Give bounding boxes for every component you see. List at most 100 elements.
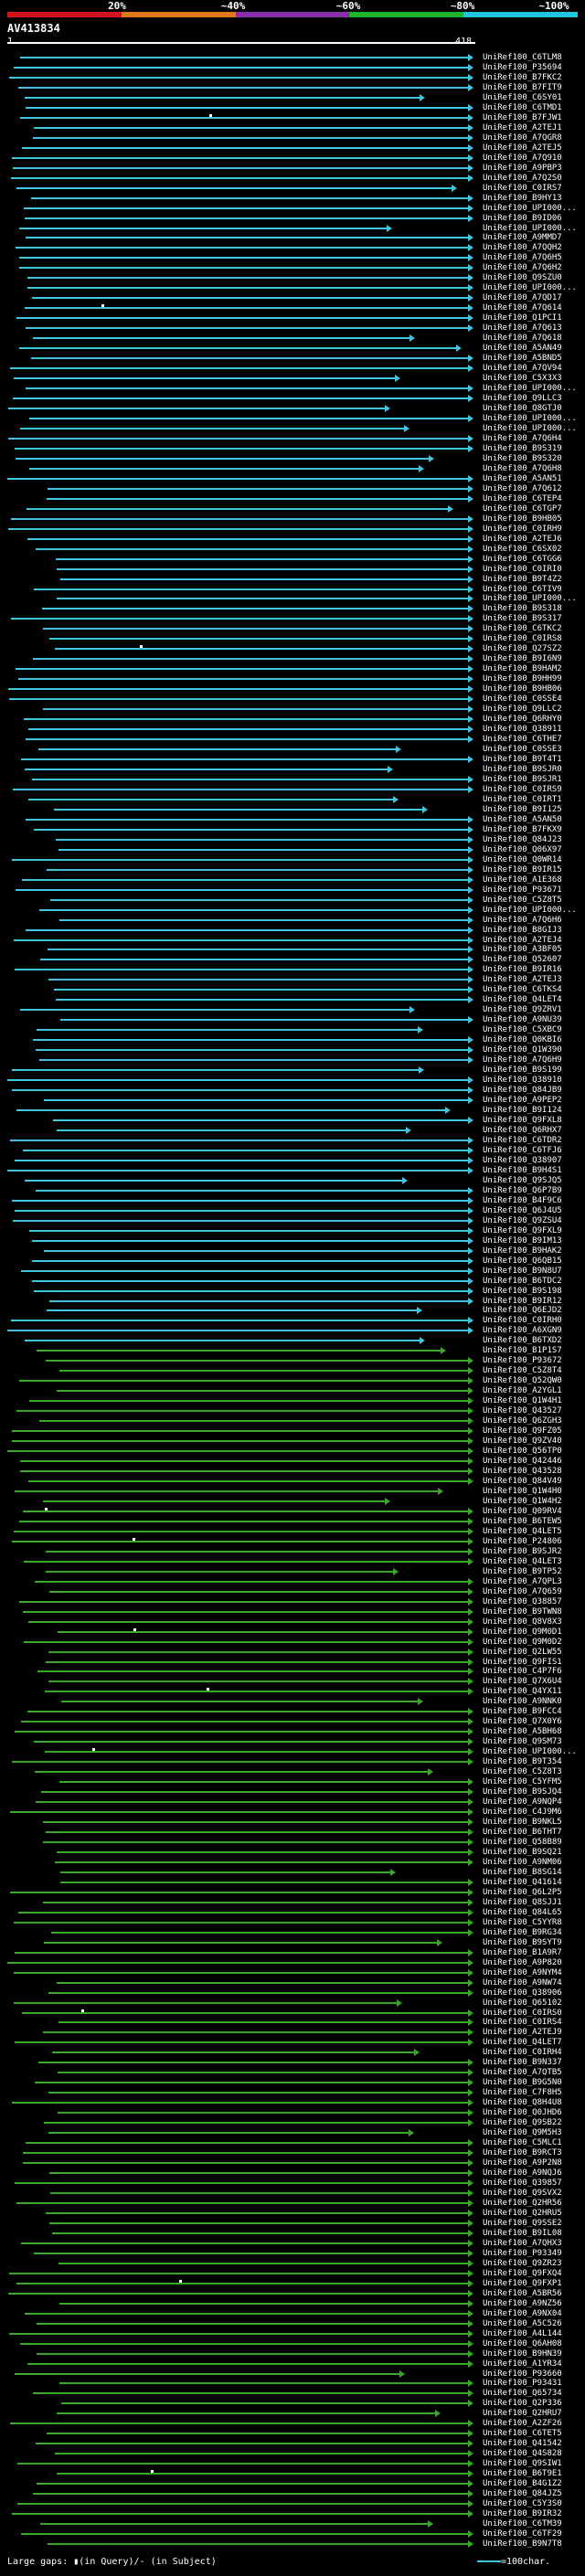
hit-row[interactable]: UniRef100_Q6AH08 xyxy=(0,2339,585,2348)
hit-name-link[interactable]: UniRef100_B9SQ21 xyxy=(483,1847,562,1857)
hit-name-link[interactable]: UniRef100_Q9SIW1 xyxy=(483,2459,562,2469)
hit-name-link[interactable]: UniRef100_Q9FXL9 xyxy=(483,1225,562,1235)
hit-name-link[interactable]: UniRef100_UPI000... xyxy=(483,423,577,433)
hit-row[interactable]: UniRef100_Q1PCI1 xyxy=(0,313,585,323)
hit-row[interactable]: UniRef100_B9IR15 xyxy=(0,865,585,875)
hit-row[interactable]: UniRef100_Q27SZ2 xyxy=(0,644,585,653)
hit-row[interactable]: UniRef100_B9SJR2 xyxy=(0,1547,585,1556)
hit-name-link[interactable]: UniRef100_C6TET5 xyxy=(483,2429,562,2439)
hit-row[interactable]: UniRef100_A2TEJ9 xyxy=(0,2028,585,2037)
hit-name-link[interactable]: UniRef100_Q38906 xyxy=(483,1988,562,1998)
hit-row[interactable]: UniRef100_Q84J23 xyxy=(0,835,585,844)
hit-name-link[interactable]: UniRef100_B4G1Z2 xyxy=(483,2479,562,2489)
hit-name-link[interactable]: UniRef100_C5YYR8 xyxy=(483,1917,562,1927)
hit-row[interactable]: UniRef100_C6TET5 xyxy=(0,2429,585,2438)
hit-row[interactable]: UniRef100_Q43527 xyxy=(0,1406,585,1415)
hit-name-link[interactable]: UniRef100_C6TMD1 xyxy=(483,102,562,112)
hit-name-link[interactable]: UniRef100_B1P1S7 xyxy=(483,1346,562,1356)
hit-name-link[interactable]: UniRef100_Q1W4H2 xyxy=(483,1496,562,1506)
hit-row[interactable]: UniRef100_A9P2N8 xyxy=(0,2158,585,2168)
hit-row[interactable]: UniRef100_A5BH68 xyxy=(0,1727,585,1736)
hit-name-link[interactable]: UniRef100_C5XBC9 xyxy=(483,1025,562,1035)
hit-name-link[interactable]: UniRef100_B9H4S1 xyxy=(483,1165,562,1175)
hit-row[interactable]: UniRef100_C6TDR2 xyxy=(0,1136,585,1145)
hit-row[interactable]: UniRef100_A5AN50 xyxy=(0,815,585,824)
hit-row[interactable]: UniRef100_Q0JHD6 xyxy=(0,2108,585,2117)
hit-row[interactable]: UniRef100_C6TGP7 xyxy=(0,504,585,514)
hit-row[interactable]: UniRef100_A7QPL3 xyxy=(0,1577,585,1586)
hit-name-link[interactable]: UniRef100_B4F9C6 xyxy=(483,1195,562,1205)
hit-name-link[interactable]: UniRef100_A9P2N8 xyxy=(483,2158,562,2168)
hit-row[interactable]: UniRef100_Q8H4U8 xyxy=(0,2098,585,2107)
hit-row[interactable]: UniRef100_B9RG34 xyxy=(0,1928,585,1937)
hit-row[interactable]: UniRef100_C0SSE3 xyxy=(0,745,585,754)
hit-row[interactable]: UniRef100_C5MLC1 xyxy=(0,2138,585,2147)
hit-row[interactable]: UniRef100_Q9ZV40 xyxy=(0,1436,585,1446)
hit-name-link[interactable]: UniRef100_B8GIJ3 xyxy=(483,925,562,935)
hit-name-link[interactable]: UniRef100_A7QPL3 xyxy=(483,1576,562,1586)
hit-row[interactable]: UniRef100_Q6ZGH3 xyxy=(0,1416,585,1426)
hit-name-link[interactable]: UniRef100_A7QTB5 xyxy=(483,2068,562,2078)
hit-name-link[interactable]: UniRef100_Q8SJJ1 xyxy=(483,1897,562,1907)
hit-name-link[interactable]: UniRef100_A9NW74 xyxy=(483,1977,562,1988)
hit-name-link[interactable]: UniRef100_B9TWN8 xyxy=(483,1606,562,1617)
hit-row[interactable]: UniRef100_C6TF29 xyxy=(0,2529,585,2539)
hit-name-link[interactable]: UniRef100_Q9SM73 xyxy=(483,1737,562,1747)
hit-name-link[interactable]: UniRef100_Q6P7B9 xyxy=(483,1185,562,1195)
hit-name-link[interactable]: UniRef100_Q9SVX2 xyxy=(483,2189,562,2198)
hit-row[interactable]: UniRef100_Q41542 xyxy=(0,2439,585,2448)
hit-row[interactable]: UniRef100_Q38906 xyxy=(0,1988,585,1998)
hit-name-link[interactable]: UniRef100_B9N8U7 xyxy=(483,1266,562,1276)
hit-row[interactable]: UniRef100_C6TM39 xyxy=(0,2519,585,2528)
hit-name-link[interactable]: UniRef100_P93671 xyxy=(483,885,562,895)
hit-name-link[interactable]: UniRef100_Q9LLC2 xyxy=(483,705,562,715)
hit-name-link[interactable]: UniRef100_A2TEJ9 xyxy=(483,2028,562,2038)
hit-name-link[interactable]: UniRef100_Q58B89 xyxy=(483,1837,562,1847)
hit-name-link[interactable]: UniRef100_A9NM06 xyxy=(483,1857,562,1867)
hit-row[interactable]: UniRef100_C6SY01 xyxy=(0,93,585,102)
hit-name-link[interactable]: UniRef100_P93660 xyxy=(483,2369,562,2379)
hit-row[interactable]: UniRef100_A7QTB5 xyxy=(0,2068,585,2077)
hit-name-link[interactable]: UniRef100_C0IRT1 xyxy=(483,794,562,804)
hit-row[interactable]: UniRef100_P35694 xyxy=(0,63,585,72)
hit-name-link[interactable]: UniRef100_A2ZF26 xyxy=(483,2419,562,2429)
hit-name-link[interactable]: UniRef100_B9RG34 xyxy=(483,1927,562,1937)
hit-row[interactable]: UniRef100_B9G5N0 xyxy=(0,2078,585,2087)
hit-row[interactable]: UniRef100_C0IRH0 xyxy=(0,1316,585,1325)
hit-name-link[interactable]: UniRef100_B9I6N9 xyxy=(483,654,562,664)
hit-row[interactable]: UniRef100_P93660 xyxy=(0,2369,585,2379)
hit-name-link[interactable]: UniRef100_A7Q6H4 xyxy=(483,433,562,443)
hit-row[interactable]: UniRef100_C5XBC9 xyxy=(0,1025,585,1034)
hit-row[interactable]: UniRef100_B4F9C6 xyxy=(0,1196,585,1205)
hit-name-link[interactable]: UniRef100_A5AN51 xyxy=(483,473,562,483)
hit-name-link[interactable]: UniRef100_A7Q612 xyxy=(483,483,562,493)
hit-name-link[interactable]: UniRef100_A7QGR8 xyxy=(483,133,562,143)
hit-name-link[interactable]: UniRef100_B9N337 xyxy=(483,2058,562,2068)
hit-row[interactable]: UniRef100_Q38907 xyxy=(0,1156,585,1165)
hit-name-link[interactable]: UniRef100_A5C526 xyxy=(483,2318,562,2328)
hit-row[interactable]: UniRef100_A5BND5 xyxy=(0,354,585,363)
hit-row[interactable]: UniRef100_B1P1S7 xyxy=(0,1346,585,1355)
hit-name-link[interactable]: UniRef100_P93431 xyxy=(483,2379,562,2389)
hit-row[interactable]: UniRef100_A7Q614 xyxy=(0,303,585,313)
hit-row[interactable]: UniRef100_P93672 xyxy=(0,1356,585,1365)
hit-row[interactable]: UniRef100_B9T4Z2 xyxy=(0,575,585,584)
hit-row[interactable]: UniRef100_Q4LET4 xyxy=(0,995,585,1004)
hit-row[interactable]: UniRef100_B9I6N9 xyxy=(0,654,585,663)
hit-row[interactable]: UniRef100_Q2HR56 xyxy=(0,2199,585,2208)
hit-row[interactable]: UniRef100_P93349 xyxy=(0,2249,585,2258)
hit-row[interactable]: UniRef100_Q8GTJ0 xyxy=(0,404,585,413)
hit-name-link[interactable]: UniRef100_Q6J4U5 xyxy=(483,1205,562,1215)
hit-row[interactable]: UniRef100_A5C526 xyxy=(0,2319,585,2328)
hit-name-link[interactable]: UniRef100_Q1W4H0 xyxy=(483,1486,562,1496)
hit-row[interactable]: UniRef100_P93431 xyxy=(0,2379,585,2388)
hit-row[interactable]: UniRef100_B9SJQ4 xyxy=(0,1787,585,1797)
hit-name-link[interactable]: UniRef100_Q6ZGH3 xyxy=(483,1416,562,1426)
hit-row[interactable]: UniRef100_Q7X6U4 xyxy=(0,1677,585,1686)
hit-row[interactable]: UniRef100_A2TEJ6 xyxy=(0,535,585,544)
hit-name-link[interactable]: UniRef100_Q4LET5 xyxy=(483,1526,562,1536)
hit-name-link[interactable]: UniRef100_UPI000... xyxy=(483,223,577,233)
hit-name-link[interactable]: UniRef100_A2TEJ6 xyxy=(483,534,562,544)
hit-name-link[interactable]: UniRef100_B9SJQ4 xyxy=(483,1787,562,1797)
hit-name-link[interactable]: UniRef100_Q9SZU0 xyxy=(483,273,562,283)
